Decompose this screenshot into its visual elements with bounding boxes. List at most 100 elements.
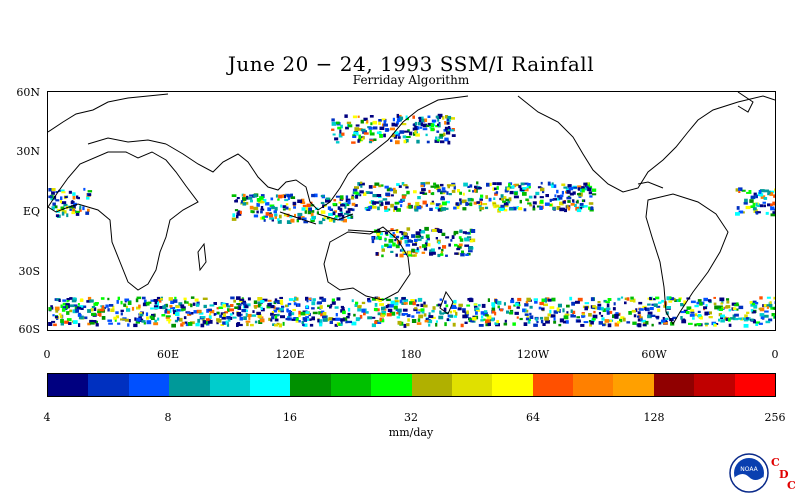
rain-pixel: [244, 305, 249, 309]
rain-pixel: [263, 219, 266, 222]
rain-pixel: [393, 134, 398, 139]
rain-pixel: [371, 239, 375, 244]
rain-pixel: [260, 300, 265, 303]
rain-pixel: [504, 319, 507, 323]
rain-pixel: [465, 253, 469, 256]
rain-pixel: [136, 317, 141, 322]
rain-pixel: [638, 301, 643, 305]
rain-pixel: [267, 303, 272, 307]
rain-pixel: [694, 304, 699, 308]
rain-pixel: [594, 306, 600, 310]
rain-pixel: [591, 188, 597, 192]
rain-pixel: [401, 194, 407, 197]
rain-pixel: [271, 311, 274, 314]
rain-pixel: [462, 192, 465, 196]
rain-pixel: [371, 323, 376, 328]
rain-pixel: [296, 297, 299, 301]
rain-pixel: [444, 137, 449, 142]
rain-pixel: [396, 316, 401, 319]
map-subtitle: Ferriday Algorithm: [352, 73, 470, 87]
rain-pixel: [390, 194, 394, 197]
rain-pixel: [720, 314, 725, 318]
rain-pixel: [713, 302, 717, 306]
rain-pixel: [439, 312, 445, 315]
rain-pixel: [614, 322, 619, 327]
rain-pixel: [421, 251, 426, 254]
rain-pixel: [500, 204, 505, 209]
rain-pixel: [394, 201, 400, 205]
rain-pixel: [686, 306, 692, 310]
colorbar-tick-32: 32: [404, 411, 418, 424]
rain-pixel: [566, 196, 572, 200]
rain-pixel: [572, 314, 576, 318]
rain-pixel: [609, 319, 612, 323]
rain-pixel: [339, 195, 344, 200]
rain-pixel: [620, 316, 625, 319]
rain-pixel: [374, 182, 380, 186]
rain-pixel: [570, 309, 573, 314]
rain-pixel: [403, 302, 408, 305]
rain-pixel: [363, 117, 368, 121]
rain-pixel: [335, 317, 341, 321]
colorbar-swatch: [290, 374, 331, 396]
rain-pixel: [91, 312, 96, 316]
rain-pixel: [516, 206, 519, 210]
rain-pixel: [547, 298, 552, 302]
rain-pixel: [60, 321, 64, 326]
rain-pixel: [670, 318, 674, 322]
rain-pixel: [51, 188, 56, 191]
rain-pixel: [653, 298, 656, 301]
rain-pixel: [375, 252, 379, 256]
rain-pixel: [193, 310, 198, 314]
rain-pixel: [354, 127, 360, 131]
rain-pixel: [187, 313, 192, 316]
rain-pixel: [59, 200, 62, 204]
rain-pixel: [48, 322, 53, 326]
asia-coast: [165, 95, 469, 211]
rain-pixel: [62, 306, 68, 311]
colorbar-swatch: [573, 374, 614, 396]
rain-pixel: [437, 118, 440, 122]
rain-pixel: [404, 240, 409, 244]
rain-pixel: [165, 303, 168, 308]
rain-pixel: [312, 298, 316, 302]
rain-pixel: [541, 307, 545, 311]
rain-pixel: [231, 194, 237, 197]
rain-pixel: [516, 306, 520, 309]
rain-pixel: [285, 304, 288, 308]
rain-pixel: [303, 323, 308, 327]
rain-pixel: [337, 213, 343, 217]
rain-pixel: [491, 307, 496, 311]
rain-pixel: [540, 187, 545, 192]
rain-pixel: [444, 121, 447, 125]
rain-pixel: [60, 304, 63, 308]
rain-pixel: [518, 185, 522, 189]
rain-pixel: [491, 317, 495, 322]
rain-pixel: [556, 189, 559, 194]
rain-pixel: [590, 320, 594, 325]
rain-pixel: [539, 316, 544, 320]
rain-pixel: [403, 139, 407, 144]
rain-pixel: [457, 189, 460, 193]
rain-pixel: [174, 296, 177, 300]
rain-pixel: [352, 208, 355, 212]
rain-pixel: [391, 122, 396, 127]
rain-pixel: [411, 234, 416, 238]
rain-pixel: [488, 197, 492, 202]
rain-pixel: [520, 182, 525, 186]
rain-pixel: [276, 322, 280, 325]
rain-pixel: [269, 204, 275, 207]
rain-pixel: [732, 307, 737, 310]
rain-pixel: [389, 234, 394, 238]
rain-pixel: [529, 204, 533, 207]
rain-pixel: [438, 136, 443, 139]
north-america-coast: [517, 95, 775, 193]
rain-pixel: [473, 201, 477, 205]
rain-pixel: [321, 298, 327, 302]
rain-pixel: [344, 212, 349, 215]
rain-pixel: [769, 192, 774, 196]
rain-pixel: [138, 304, 141, 308]
rain-pixel: [293, 302, 297, 306]
rain-pixel: [384, 208, 389, 212]
rain-pixel: [706, 311, 710, 315]
